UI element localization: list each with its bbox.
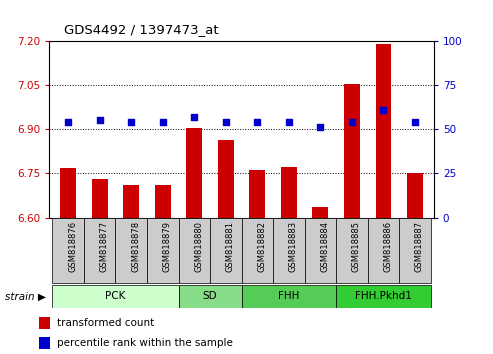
Point — [159, 119, 167, 125]
Text: GSM818876: GSM818876 — [68, 221, 77, 272]
Text: strain ▶: strain ▶ — [5, 291, 46, 302]
FancyBboxPatch shape — [399, 218, 431, 283]
FancyBboxPatch shape — [273, 218, 305, 283]
Text: GDS4492 / 1397473_at: GDS4492 / 1397473_at — [64, 23, 219, 36]
Text: FHH.Pkhd1: FHH.Pkhd1 — [355, 291, 412, 302]
FancyBboxPatch shape — [115, 218, 147, 283]
Text: GSM818878: GSM818878 — [131, 221, 140, 272]
FancyBboxPatch shape — [336, 285, 431, 308]
FancyBboxPatch shape — [368, 218, 399, 283]
Text: GSM818880: GSM818880 — [194, 221, 203, 272]
Point — [285, 119, 293, 125]
Point — [253, 119, 261, 125]
Bar — [376, 44, 391, 218]
Bar — [218, 139, 234, 218]
Bar — [281, 167, 297, 218]
Point — [380, 107, 387, 113]
Bar — [92, 179, 107, 218]
Text: GSM818879: GSM818879 — [163, 221, 172, 272]
Bar — [39, 316, 50, 329]
Text: GSM818885: GSM818885 — [352, 221, 361, 272]
Point — [64, 119, 72, 125]
FancyBboxPatch shape — [178, 218, 210, 283]
Text: FHH: FHH — [278, 291, 300, 302]
Point — [127, 119, 135, 125]
Bar — [123, 185, 139, 218]
FancyBboxPatch shape — [305, 218, 336, 283]
Bar — [155, 185, 171, 218]
FancyBboxPatch shape — [242, 218, 273, 283]
FancyBboxPatch shape — [178, 285, 242, 308]
Bar — [249, 170, 265, 218]
Text: transformed count: transformed count — [57, 318, 154, 327]
FancyBboxPatch shape — [210, 218, 242, 283]
Text: PCK: PCK — [106, 291, 126, 302]
Point — [317, 125, 324, 130]
Bar — [39, 337, 50, 349]
Text: GSM818877: GSM818877 — [100, 221, 109, 272]
Bar — [407, 173, 423, 218]
Text: SD: SD — [203, 291, 217, 302]
FancyBboxPatch shape — [147, 218, 178, 283]
Point — [190, 114, 198, 120]
Point — [411, 119, 419, 125]
FancyBboxPatch shape — [52, 218, 84, 283]
Point — [348, 119, 356, 125]
Bar — [313, 207, 328, 218]
FancyBboxPatch shape — [52, 285, 178, 308]
FancyBboxPatch shape — [242, 285, 336, 308]
FancyBboxPatch shape — [84, 218, 115, 283]
Text: GSM818887: GSM818887 — [415, 221, 424, 272]
Text: GSM818883: GSM818883 — [289, 221, 298, 272]
Text: percentile rank within the sample: percentile rank within the sample — [57, 338, 233, 348]
Point — [222, 119, 230, 125]
Text: GSM818884: GSM818884 — [320, 221, 329, 272]
Text: GSM818886: GSM818886 — [384, 221, 392, 272]
Point — [96, 118, 104, 123]
FancyBboxPatch shape — [336, 218, 368, 283]
Bar — [186, 128, 202, 218]
Text: GSM818881: GSM818881 — [226, 221, 235, 272]
Bar — [344, 84, 360, 218]
Bar — [60, 167, 76, 218]
Text: GSM818882: GSM818882 — [257, 221, 266, 272]
